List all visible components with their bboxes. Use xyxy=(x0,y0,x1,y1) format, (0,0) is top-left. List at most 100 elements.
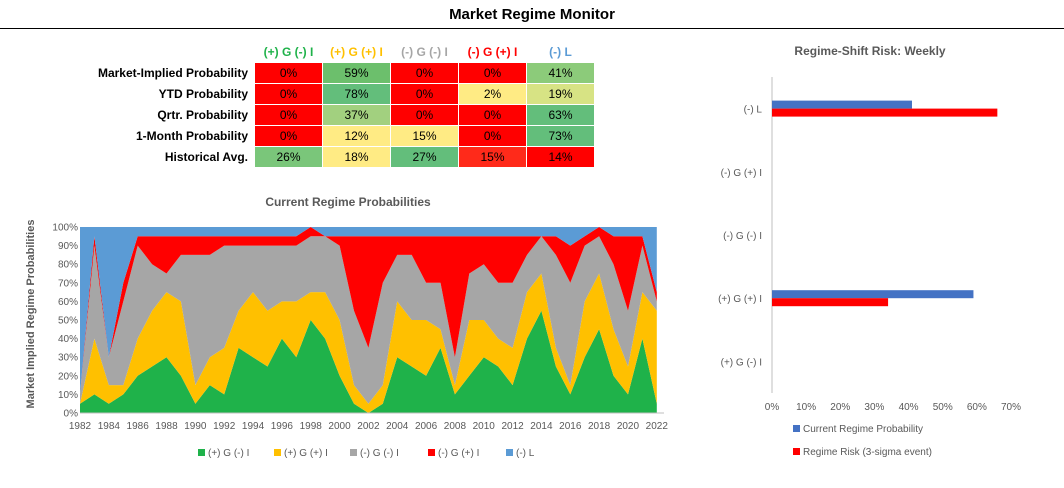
table-corner xyxy=(20,42,255,63)
legend-swatch xyxy=(274,449,281,456)
x-tick-label: 2020 xyxy=(617,421,640,432)
x-tick-label: 2008 xyxy=(444,421,467,432)
probability-cell: 0% xyxy=(390,62,459,84)
legend-swatch xyxy=(350,449,357,456)
bar-chart-legend: Current Regime Probability Regime Risk (3… xyxy=(793,424,932,458)
x-tick-label: 2004 xyxy=(386,421,409,432)
x-tick-label: 1986 xyxy=(127,421,150,432)
legend-label: Current Regime Probability xyxy=(803,424,923,435)
legend-label: (-) G (-) I xyxy=(360,448,399,459)
x-tick-label: 70% xyxy=(1001,402,1021,413)
page-title: Market Regime Monitor xyxy=(449,6,615,23)
category-label: (+) G (+) I xyxy=(718,294,762,305)
table-header-row: (+) G (-) I (+) G (+) I (-) G (-) I (-) … xyxy=(20,42,595,63)
x-tick-label: 1996 xyxy=(271,421,294,432)
category-label: (-) G (-) I xyxy=(723,231,762,242)
table-row: Qrtr. Probability 0% 37% 0% 0% 63% xyxy=(20,104,595,126)
table-body: Market-Implied Probability 0% 59% 0% 0% 41% YT… xyxy=(20,62,595,168)
probability-cell: 0% xyxy=(254,62,323,84)
x-tick-label: 2006 xyxy=(415,421,438,432)
row-label: Historical Avg. xyxy=(164,150,248,164)
probability-cell: 14% xyxy=(526,146,595,168)
bar xyxy=(772,290,974,299)
x-tick-label: 1998 xyxy=(300,421,323,432)
x-tick-label: 2012 xyxy=(501,421,524,432)
y-tick-label: 100% xyxy=(52,223,78,234)
bar-plot xyxy=(771,77,998,393)
table-row: YTD Probability 0% 78% 0% 2% 19% xyxy=(20,83,595,105)
x-tick-label: 1994 xyxy=(242,421,265,432)
y-tick-label: 10% xyxy=(58,390,78,401)
y-tick-label: 30% xyxy=(58,353,78,364)
row-label: Qrtr. Probability xyxy=(157,108,248,122)
probability-cell: 0% xyxy=(254,125,323,147)
probability-cell: 0% xyxy=(390,83,459,105)
x-tick-label: 2002 xyxy=(357,421,380,432)
area-series xyxy=(80,236,657,404)
table-row: Market-Implied Probability 0% 59% 0% 0% 41% xyxy=(20,62,595,84)
legend-swatch xyxy=(793,425,800,432)
column-header: (-) G (+) I xyxy=(467,45,518,59)
row-label: Market-Implied Probability xyxy=(97,66,248,80)
regime-shift-risk-chart: Regime-Shift Risk: Weekly (-) L (-) G (+)… xyxy=(718,44,1021,458)
y-tick-label: 50% xyxy=(58,316,78,327)
probability-cell: 2% xyxy=(458,83,527,105)
legend-swatch xyxy=(198,449,205,456)
area-series xyxy=(80,273,657,413)
table-row: Historical Avg. 26% 18% 27% 15% 14% xyxy=(20,146,595,168)
area-chart-title: Current Regime Probabilities xyxy=(265,195,431,209)
area-y-ticks: 0% 10% 20% 30% 40% 50% 60% 70% 80% 90% 100% xyxy=(52,223,78,420)
category-label: (-) G (+) I xyxy=(721,168,762,179)
column-header: (+) G (+) I xyxy=(330,45,383,59)
legend-swatch xyxy=(428,449,435,456)
area-plot xyxy=(80,227,664,414)
probability-cell: 0% xyxy=(390,104,459,126)
x-tick-label: 2010 xyxy=(473,421,496,432)
x-tick-label: 1988 xyxy=(155,421,178,432)
legend-label: Regime Risk (3-sigma event) xyxy=(803,447,932,458)
y-tick-label: 80% xyxy=(58,260,78,271)
probability-cell: 0% xyxy=(458,104,527,126)
probability-cell: 59% xyxy=(322,62,391,84)
regime-area-chart: Current Regime Probabilities Market Impl… xyxy=(25,195,669,459)
x-tick-label: 2016 xyxy=(559,421,582,432)
y-tick-label: 0% xyxy=(64,409,79,420)
column-header: (-) L xyxy=(549,45,572,59)
legend-label: (+) G (+) I xyxy=(284,448,328,459)
probability-cell: 0% xyxy=(458,125,527,147)
x-tick-label: 1992 xyxy=(213,421,236,432)
area-chart-legend: (+) G (-) I (+) G (+) I (-) G (-) I (-) G (… xyxy=(198,448,535,459)
legend-label: (-) G (+) I xyxy=(438,448,479,459)
probability-cell: 37% xyxy=(322,104,391,126)
probability-cell: 15% xyxy=(390,125,459,147)
y-tick-label: 60% xyxy=(58,297,78,308)
probability-cell: 63% xyxy=(526,104,595,126)
probability-cell: 15% xyxy=(458,146,527,168)
x-tick-label: 40% xyxy=(899,402,919,413)
bar-x-ticks: 0% 10% 20% 30% 40% 50% 60% 70% xyxy=(765,402,1021,413)
legend-swatch xyxy=(793,448,800,455)
bar-category-labels: (-) L (-) G (+) I (-) G (-) I (+) G (+) I (+… xyxy=(718,105,762,369)
legend-label: (-) L xyxy=(516,448,535,459)
x-tick-label: 20% xyxy=(830,402,850,413)
x-tick-label: 1984 xyxy=(98,421,121,432)
category-label: (+) G (-) I xyxy=(721,357,762,368)
probability-cell: 19% xyxy=(526,83,595,105)
bar xyxy=(772,108,998,117)
y-tick-label: 20% xyxy=(58,371,78,382)
area-series xyxy=(80,310,657,413)
bar xyxy=(772,100,912,109)
row-label: YTD Probability xyxy=(158,87,248,101)
x-tick-label: 0% xyxy=(765,402,780,413)
column-header: (+) G (-) I xyxy=(263,45,314,59)
x-tick-label: 10% xyxy=(796,402,816,413)
regime-probability-table: (+) G (-) I (+) G (+) I (-) G (-) I (-) … xyxy=(20,42,595,168)
x-tick-label: 2022 xyxy=(646,421,669,432)
probability-cell: 0% xyxy=(254,83,323,105)
area-series xyxy=(80,227,657,395)
x-tick-label: 1990 xyxy=(184,421,207,432)
probability-cell: 41% xyxy=(526,62,595,84)
category-label: (-) L xyxy=(744,105,763,116)
y-tick-label: 90% xyxy=(58,241,78,252)
probability-cell: 27% xyxy=(390,146,459,168)
